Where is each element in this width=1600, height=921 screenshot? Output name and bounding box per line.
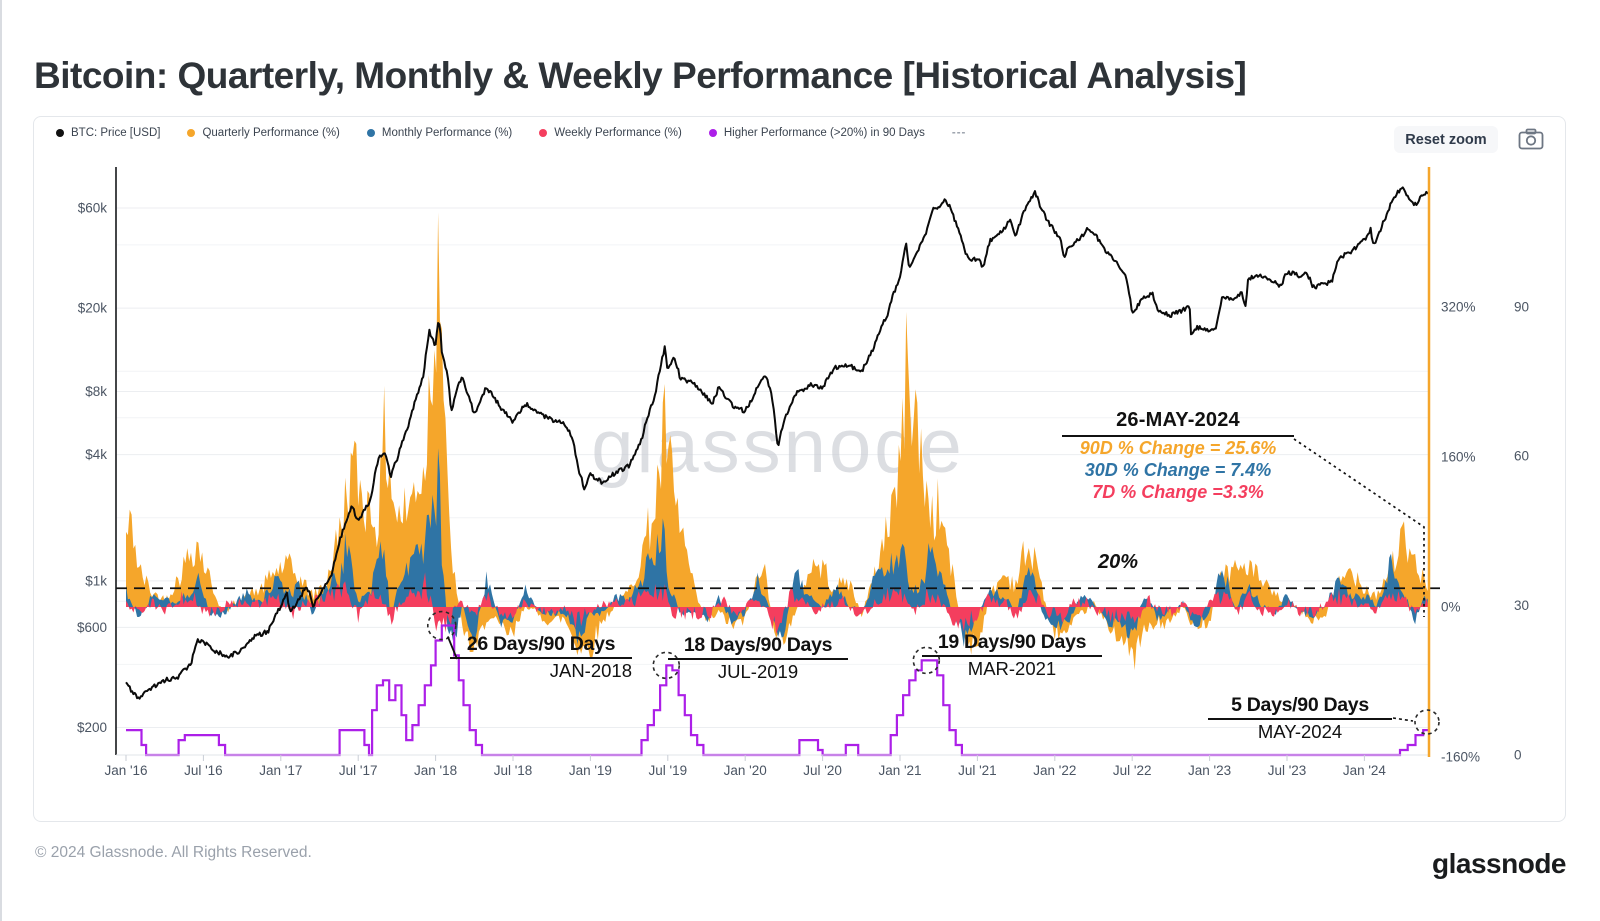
x-axis-label: Jul '21 bbox=[958, 763, 997, 778]
x-axis-label: Jan '23 bbox=[1188, 763, 1231, 778]
callout-jul-2019: 18 Days/90 Days JUL-2019 bbox=[668, 634, 848, 683]
legend-item-quarterly[interactable]: Quarterly Performance (%) bbox=[187, 127, 340, 139]
legend-label: Higher Performance (>20%) in 90 Days bbox=[723, 127, 925, 139]
callout-dotted-connector bbox=[1293, 438, 1425, 617]
price-axis-label: $600 bbox=[77, 620, 107, 635]
glassnode-wordmark: glassnode bbox=[1432, 848, 1566, 879]
callout-date-text: JUL-2019 bbox=[717, 661, 799, 682]
x-axis-label: Jan '18 bbox=[414, 763, 457, 778]
legend-more-dashes: --- bbox=[951, 127, 967, 139]
count-axis-label: 30 bbox=[1514, 598, 1529, 613]
callout-circle-icon bbox=[652, 651, 681, 680]
x-axis-label: Jan '21 bbox=[878, 763, 921, 778]
x-axis-label: Jan '22 bbox=[1033, 763, 1076, 778]
price-axis-label: $1k bbox=[85, 573, 107, 588]
chart-legend: BTC: Price [USD] Quarterly Performance (… bbox=[56, 127, 966, 139]
callout-may-2024: 5 Days/90 Days MAY-2024 bbox=[1208, 694, 1392, 743]
price-axis-label: $60k bbox=[78, 201, 108, 216]
chart-card bbox=[33, 116, 1566, 822]
legend-dot-weekly-icon bbox=[539, 129, 548, 137]
callout-connector bbox=[1392, 717, 1414, 722]
x-axis-label: Jul '20 bbox=[803, 763, 842, 778]
callout-days-text: 19 Days/90 Days bbox=[922, 631, 1102, 657]
legend-label: Monthly Performance (%) bbox=[381, 127, 513, 139]
weekly-performance-area bbox=[126, 572, 1430, 635]
callout-30d-change: 30D % Change = 7.4% bbox=[1084, 460, 1272, 480]
camera-icon bbox=[1518, 128, 1544, 149]
callout-days-text: 26 Days/90 Days bbox=[450, 633, 632, 659]
legend-item-higher-performance[interactable]: Higher Performance (>20%) in 90 Days bbox=[708, 127, 925, 139]
current-date-callout: 26-MAY-2024 90D % Change = 25.6% 30D % C… bbox=[1062, 409, 1294, 503]
count-axis-label: 90 bbox=[1514, 299, 1529, 314]
callout-mar-2021: 19 Days/90 Days MAR-2021 bbox=[922, 631, 1102, 680]
callout-90d-change: 90D % Change = 25.6% bbox=[1079, 438, 1277, 458]
x-axis-label: Jul '19 bbox=[648, 763, 687, 778]
callout-date-text: MAR-2021 bbox=[967, 658, 1057, 679]
legend-dot-monthly-icon bbox=[366, 129, 375, 137]
callout-circle-icon bbox=[912, 646, 941, 675]
legend-item-monthly[interactable]: Monthly Performance (%) bbox=[366, 127, 513, 139]
x-axis-label: Jul '17 bbox=[339, 763, 378, 778]
camera-button[interactable] bbox=[1516, 127, 1546, 153]
price-axis-label: $8k bbox=[85, 384, 107, 399]
callout-jan-2018: 26 Days/90 Days JAN-2018 bbox=[450, 633, 632, 682]
higher-performance-line bbox=[126, 624, 1430, 757]
callout-days-text: 18 Days/90 Days bbox=[668, 634, 848, 660]
x-axis-label: Jan '24 bbox=[1343, 763, 1387, 778]
legend-dot-higher-performance-icon bbox=[708, 129, 717, 137]
x-axis-label: Jan '16 bbox=[104, 763, 147, 778]
x-axis-label: Jan '19 bbox=[569, 763, 612, 778]
callout-circle-icon bbox=[426, 610, 457, 641]
x-axis-label: Jan '20 bbox=[724, 763, 767, 778]
x-axis-label: Jul '16 bbox=[184, 763, 223, 778]
footer-copyright: © 2024 Glassnode. All Rights Reserved. bbox=[35, 844, 312, 861]
page-title: Bitcoin: Quarterly, Monthly & Weekly Per… bbox=[34, 54, 1247, 96]
percent-axis-label: 160% bbox=[1441, 450, 1476, 465]
x-axis-label: Jan '17 bbox=[259, 763, 302, 778]
callout-circle-icon bbox=[1414, 709, 1440, 735]
legend-item-btc-price[interactable]: BTC: Price [USD] bbox=[56, 127, 160, 139]
legend-item-more[interactable]: --- bbox=[952, 127, 967, 139]
window-edge bbox=[0, 0, 2, 921]
legend-dot-quarterly-icon bbox=[187, 129, 196, 137]
callout-date-text: MAY-2024 bbox=[1257, 721, 1343, 742]
count-axis-label: 0 bbox=[1514, 748, 1522, 763]
callout-date-text: JAN-2018 bbox=[549, 660, 632, 681]
percent-axis-label: 320% bbox=[1441, 300, 1476, 315]
reset-zoom-button[interactable]: Reset zoom bbox=[1394, 126, 1498, 153]
legend-label: Quarterly Performance (%) bbox=[202, 127, 340, 139]
callout-connector bbox=[446, 636, 458, 660]
x-axis-label: Jul '23 bbox=[1268, 763, 1307, 778]
legend-dot-btc-price-icon bbox=[56, 129, 64, 137]
threshold-20pct-label: 20% bbox=[1098, 551, 1139, 573]
price-axis-label: $200 bbox=[77, 720, 107, 735]
callout-7d-change: 7D % Change =3.3% bbox=[1092, 482, 1264, 502]
percent-axis-label: -160% bbox=[1441, 750, 1480, 765]
price-axis-label: $4k bbox=[85, 447, 107, 462]
callout-date: 26-MAY-2024 bbox=[1062, 409, 1294, 437]
btc-price-line bbox=[125, 186, 1429, 700]
percent-axis-label: 0% bbox=[1441, 600, 1461, 615]
x-axis-label: Jul '18 bbox=[494, 763, 533, 778]
callout-days-text: 5 Days/90 Days bbox=[1208, 694, 1392, 720]
x-axis-label: Jul '22 bbox=[1113, 763, 1152, 778]
legend-label: BTC: Price [USD] bbox=[71, 127, 161, 139]
price-axis-label: $20k bbox=[78, 301, 108, 316]
legend-item-weekly[interactable]: Weekly Performance (%) bbox=[539, 127, 682, 139]
legend-label: Weekly Performance (%) bbox=[554, 127, 682, 139]
count-axis-label: 60 bbox=[1514, 449, 1529, 464]
